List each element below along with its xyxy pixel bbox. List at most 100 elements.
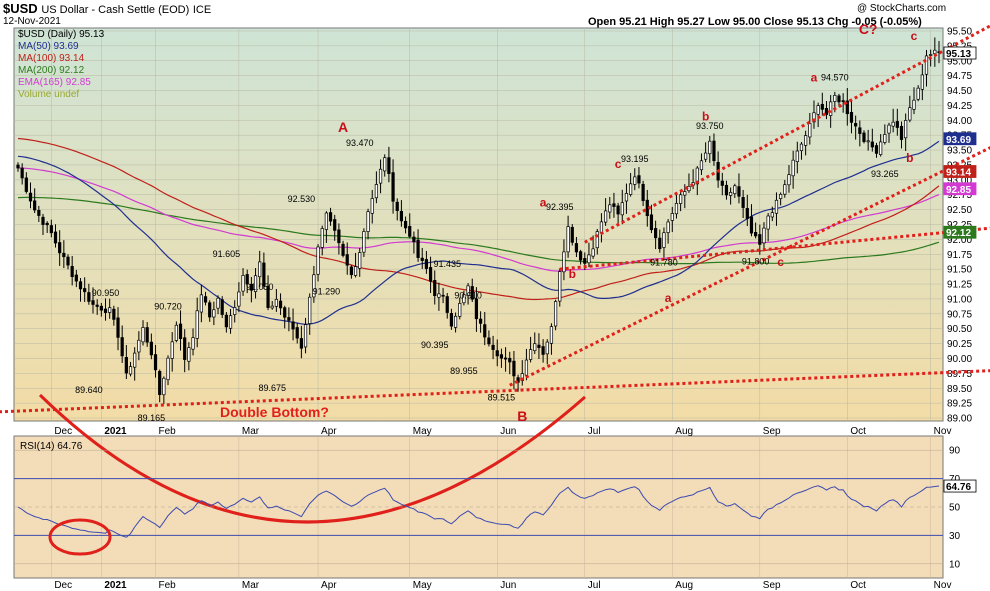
candle-body bbox=[166, 357, 170, 381]
candle-body bbox=[720, 180, 724, 186]
price-x-tick-label: Oct bbox=[850, 426, 866, 437]
legend-volume: Volume undef bbox=[18, 89, 80, 100]
rsi-x-tick-label: Jun bbox=[500, 580, 516, 591]
candle-body bbox=[674, 203, 679, 215]
candle-body bbox=[108, 307, 112, 313]
candle-body bbox=[558, 271, 562, 302]
candle-body bbox=[316, 246, 320, 275]
stockcharts-copyright: @ StockCharts.com bbox=[857, 3, 947, 14]
candle-body bbox=[545, 341, 549, 355]
candle-body bbox=[724, 184, 729, 196]
candle-body bbox=[487, 337, 491, 345]
candle-body bbox=[729, 192, 733, 196]
price-point-label: 92.395 bbox=[546, 202, 574, 212]
candle-body bbox=[770, 212, 774, 218]
candle-body bbox=[228, 315, 233, 329]
candle-body bbox=[624, 193, 629, 202]
candle-body bbox=[220, 299, 224, 315]
candle-body bbox=[637, 175, 641, 184]
candle-body bbox=[670, 213, 674, 221]
candle-body bbox=[441, 294, 445, 297]
candle-body bbox=[345, 254, 349, 266]
candle-body bbox=[658, 237, 662, 250]
candle-body bbox=[820, 103, 824, 110]
candle-body bbox=[324, 212, 328, 230]
legend-ma200: MA(200) 92.12 bbox=[18, 65, 85, 76]
candle-body bbox=[812, 112, 816, 123]
candle-body bbox=[428, 267, 433, 282]
price-y-tick-label: 92.75 bbox=[947, 190, 972, 201]
rsi-label: RSI(14) 64.76 bbox=[20, 441, 83, 452]
candle-body bbox=[741, 197, 745, 208]
rsi-x-tick-label: Dec bbox=[54, 580, 72, 591]
price-point-label: 90.720 bbox=[154, 302, 182, 312]
candle-body bbox=[62, 252, 66, 258]
candle-body bbox=[174, 324, 178, 341]
candle-body bbox=[199, 294, 203, 313]
candle-body bbox=[608, 204, 612, 213]
candle-body bbox=[649, 214, 654, 231]
candle-body bbox=[858, 127, 862, 134]
candle-body bbox=[929, 54, 933, 56]
last-value-tag bbox=[943, 132, 977, 146]
candle-body bbox=[862, 132, 866, 142]
price-y-tick-label: 89.25 bbox=[947, 399, 972, 410]
candle-body bbox=[74, 274, 78, 282]
price-point-label: 93.470 bbox=[346, 138, 374, 148]
candle-body bbox=[187, 347, 191, 362]
candle-body bbox=[408, 226, 412, 237]
price-y-tick-label: 95.00 bbox=[947, 56, 972, 67]
price-y-tick-label: 90.50 bbox=[947, 324, 972, 335]
price-point-label: 89.675 bbox=[258, 383, 286, 393]
candle-body bbox=[83, 288, 87, 293]
price-x-tick-label: May bbox=[413, 426, 432, 437]
candle-body bbox=[262, 262, 266, 287]
chart-date: 12-Nov-2021 bbox=[3, 16, 61, 27]
candle-body bbox=[924, 55, 929, 75]
rsi-value-tag bbox=[943, 479, 977, 493]
candle-body bbox=[253, 275, 258, 293]
candle-body bbox=[854, 123, 858, 127]
candle-body bbox=[433, 280, 437, 297]
candle-body bbox=[908, 107, 912, 121]
last-value-tag-text: 95.13 bbox=[946, 49, 971, 60]
wave-label: C? bbox=[859, 21, 878, 37]
candle-body bbox=[141, 327, 145, 343]
candle-body bbox=[633, 176, 637, 185]
candle-body bbox=[887, 124, 891, 134]
candle-body bbox=[699, 160, 704, 171]
price-point-label: 93.195 bbox=[621, 154, 649, 164]
price-y-tick-label: 89.00 bbox=[947, 414, 972, 425]
candle-body bbox=[53, 231, 58, 244]
candle-body bbox=[895, 121, 899, 128]
candle-body bbox=[58, 242, 62, 254]
candle-body bbox=[483, 324, 487, 338]
candle-body bbox=[312, 274, 316, 298]
candle-body bbox=[158, 370, 162, 395]
candle-body bbox=[774, 199, 779, 214]
lower-channel-line bbox=[509, 146, 990, 387]
candle-body bbox=[733, 185, 737, 194]
price-y-tick-label: 94.25 bbox=[947, 101, 972, 112]
candle-body bbox=[679, 194, 683, 204]
candle-body bbox=[245, 274, 249, 285]
price-point-label: 91.780 bbox=[650, 257, 678, 267]
candle-body bbox=[78, 281, 83, 290]
candle-body bbox=[574, 243, 579, 253]
candle-body bbox=[133, 352, 137, 368]
candle-body bbox=[570, 226, 574, 243]
price-point-label: 90.395 bbox=[421, 340, 449, 350]
price-point-label: 92.530 bbox=[288, 194, 316, 204]
candle-body bbox=[899, 125, 904, 140]
ema165-line bbox=[17, 167, 940, 272]
candle-body bbox=[128, 366, 133, 375]
wave-label: b bbox=[569, 267, 576, 281]
candle-body bbox=[137, 339, 141, 353]
candle-body bbox=[378, 168, 383, 184]
candle-body bbox=[841, 100, 845, 102]
legend-ma100: MA(100) 93.14 bbox=[18, 53, 85, 64]
chart-symbol: $USD bbox=[3, 1, 38, 16]
candle-body bbox=[503, 357, 508, 360]
price-y-tick-label: 90.25 bbox=[947, 339, 972, 350]
candle-body bbox=[295, 327, 299, 339]
